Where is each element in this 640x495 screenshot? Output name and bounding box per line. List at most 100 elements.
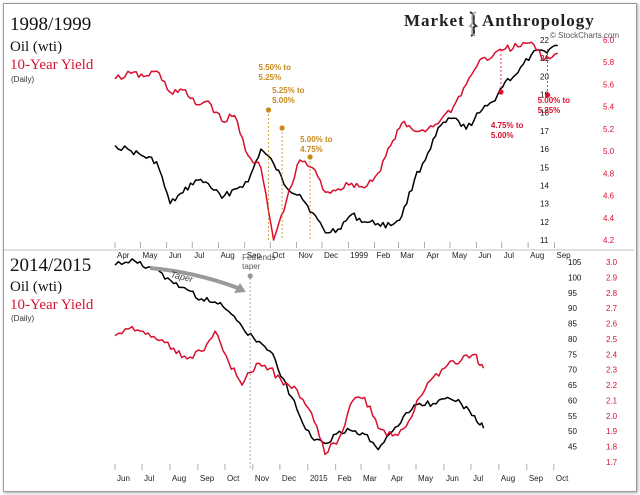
fed-ends-taper-label: taper: [242, 262, 261, 271]
panel1-oil-axis-tick: 15: [540, 163, 549, 172]
panel1-yield-axis-tick: 5.0: [603, 147, 615, 156]
panel1-x-tick-label: Sep: [247, 251, 262, 260]
panel1-x-tick-label: Aug: [530, 251, 544, 260]
panel2-yield-axis-tick: 2.3: [606, 366, 618, 375]
panel2-oil-axis-tick: 90: [568, 304, 577, 313]
panel2-x-tick-label: Jul: [473, 474, 483, 483]
rate-change-label: 5.50% to: [259, 63, 292, 72]
panel2-oil-axis-tick: 60: [568, 396, 577, 405]
panel1-x-tick-label: Jun: [169, 251, 182, 260]
panel1-x-tick-label: Jun: [478, 251, 491, 260]
panel2-x-tick-label: Jun: [117, 474, 130, 483]
panel2-yield-axis-tick: 2.4: [606, 350, 618, 359]
panel1-oil-axis-tick: 13: [540, 200, 549, 209]
panel1-x-tick-label: Apr: [427, 251, 440, 260]
panel1-oil-axis-tick: 12: [540, 218, 549, 227]
panel1-yield-axis-tick: 5.6: [603, 80, 615, 89]
panel1-oil-axis-tick: 17: [540, 127, 549, 136]
panel2-yield-axis-tick: 2.5: [606, 335, 618, 344]
panel2-x-tick-label: 2015: [310, 474, 328, 483]
panel2-oil-axis-tick: 50: [568, 427, 577, 436]
panel1-title: 1998/1999: [10, 14, 91, 35]
panel1-yield-axis-tick: 5.8: [603, 58, 615, 67]
panel2-title: 2014/2015: [10, 255, 91, 276]
panel1-x-tick-label: May: [452, 251, 467, 260]
panel2-yield-axis-tick: 2.1: [606, 396, 618, 405]
panel1-x-tick-label: Mar: [400, 251, 414, 260]
rate-change-label: 4.75%: [300, 145, 323, 154]
panel2-yield-axis-tick: 2.2: [606, 381, 618, 390]
panel2-x-tick-label: Mar: [363, 474, 377, 483]
panel2-legend-daily: (Daily): [11, 314, 34, 323]
stockcharts-credit: © StockCharts.com: [550, 31, 619, 40]
panel2-oil-line: [114, 258, 485, 451]
panel1-oil-axis-tick: 19: [540, 91, 549, 100]
rate-change-dot: [279, 125, 285, 131]
panel2-yield-axis-tick: 1.8: [606, 443, 618, 452]
panel2-x-tick-label: Nov: [255, 474, 269, 483]
panel2-oil-axis-tick: 85: [568, 320, 577, 329]
panel1-yield-axis-tick: 4.6: [603, 192, 615, 201]
panel1-x-tick-label: Nov: [299, 251, 313, 260]
panel2-oil-axis-tick: 65: [568, 381, 577, 390]
rate-change-dot: [307, 154, 313, 160]
panel2-oil-axis-tick: 100: [568, 273, 582, 282]
panel1-oil-axis-tick: 18: [540, 109, 549, 118]
panel1-oil-axis-tick: 11: [540, 236, 549, 245]
rate-change-label: 5.00% to: [300, 135, 333, 144]
panel1-oil-axis-tick: 16: [540, 145, 549, 154]
brand-name-right: Anthropology: [482, 11, 595, 30]
panel2-oil-axis-tick: 95: [568, 289, 577, 298]
panel1-oil-line: [114, 44, 558, 234]
panel2-yield-axis-tick: 2.9: [606, 273, 618, 282]
panel1-yield-axis-tick: 6.0: [603, 36, 615, 45]
panel2-x-tick-label: Jun: [446, 474, 459, 483]
rate-change-dot: [265, 107, 272, 113]
panel2-x-tick-label: May: [418, 474, 433, 483]
panel1-yield-axis-tick: 5.2: [603, 125, 615, 134]
rate-change-dot: [498, 89, 504, 95]
panel1-yield-axis-tick: 4.8: [603, 169, 615, 178]
panel2-yield-axis-tick: 2.7: [606, 304, 618, 313]
panel2-yield-axis-tick: 2.0: [606, 412, 618, 421]
rate-change-label: 5.25% to: [272, 86, 305, 95]
panel2-yield-line: [114, 325, 485, 456]
panel2-x-tick-label: Oct: [556, 474, 569, 483]
chart-frame: [3, 3, 637, 492]
taper-arrow: [149, 266, 239, 290]
panel2-oil-axis-tick: 80: [568, 335, 577, 344]
panel1-x-tick-label: Dec: [324, 251, 338, 260]
panel1-oil-axis-tick: 20: [540, 72, 549, 81]
panel1-legend-yield: 10-Year Yield: [10, 57, 94, 73]
panel1-yield-axis-tick: 4.2: [603, 236, 615, 245]
panel1-yield-axis-tick: 5.4: [603, 103, 615, 112]
taper-arrow-head: [234, 283, 246, 293]
panel2-yield-axis-tick: 2.6: [606, 320, 618, 329]
rate-change-label: 5.25%: [259, 73, 282, 82]
rate-change-label: 5.25%: [538, 106, 561, 115]
panel1-x-tick-label: Oct: [272, 251, 285, 260]
panel2-oil-axis-tick: 105: [568, 258, 582, 267]
panel1-x-tick-label: May: [142, 251, 157, 260]
panel2-oil-axis-tick: 55: [568, 412, 577, 421]
panel2-oil-axis-tick: 70: [568, 366, 577, 375]
panel2-legend-yield: 10-Year Yield: [10, 297, 94, 313]
panel2-yield-axis-tick: 2.8: [606, 289, 618, 298]
panel2-yield-axis-tick: 3.0: [606, 258, 618, 267]
panel2-x-tick-label: Aug: [501, 474, 515, 483]
panel2-oil-axis-tick: 75: [568, 350, 577, 359]
panel2-oil-axis-tick: 45: [568, 443, 577, 452]
panel1-x-tick-label: Feb: [377, 251, 391, 260]
panel1-x-tick-label: Aug: [220, 251, 234, 260]
panel1-x-tick-label: 1999: [350, 251, 368, 260]
panel1-x-tick-label: Jul: [194, 251, 204, 260]
panel1-oil-axis-tick: 22: [540, 36, 549, 45]
panel1-yield-line: [114, 41, 558, 241]
panel1-oil-axis-tick: 14: [540, 181, 549, 190]
panel1-legend-daily: (Daily): [11, 75, 34, 84]
rate-change-label: 4.75% to: [491, 121, 524, 130]
fed-ends-taper-label: Fed ends: [242, 253, 275, 262]
panel2-x-tick-label: Oct: [227, 474, 240, 483]
brand-logo-icon: [468, 11, 479, 37]
